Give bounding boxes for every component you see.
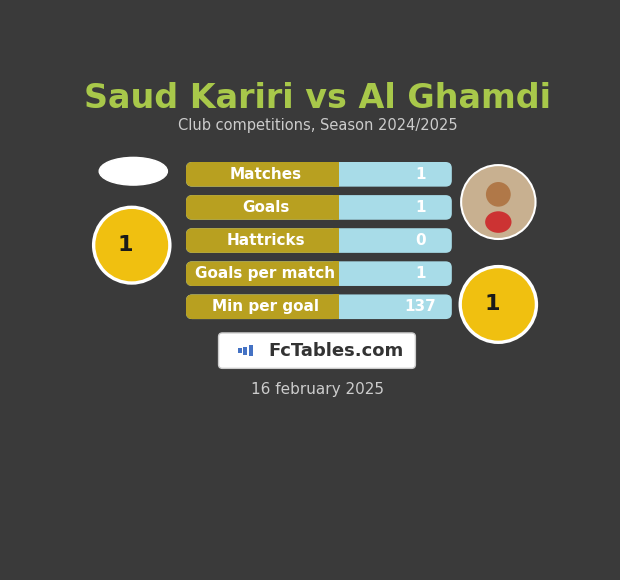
FancyBboxPatch shape xyxy=(186,195,452,220)
Circle shape xyxy=(95,209,168,281)
Text: 1: 1 xyxy=(415,200,425,215)
FancyBboxPatch shape xyxy=(186,295,339,319)
FancyBboxPatch shape xyxy=(333,195,339,220)
FancyBboxPatch shape xyxy=(186,262,339,286)
FancyBboxPatch shape xyxy=(333,262,339,286)
FancyBboxPatch shape xyxy=(186,228,339,253)
FancyBboxPatch shape xyxy=(219,333,415,368)
Text: Club competitions, Season 2024/2025: Club competitions, Season 2024/2025 xyxy=(178,118,458,133)
Text: Hattricks: Hattricks xyxy=(226,233,305,248)
Text: 1: 1 xyxy=(118,235,133,255)
Text: 1: 1 xyxy=(415,167,425,182)
FancyBboxPatch shape xyxy=(249,345,253,357)
Text: Matches: Matches xyxy=(229,167,301,182)
Text: 0: 0 xyxy=(415,233,425,248)
Text: Min per goal: Min per goal xyxy=(212,299,319,314)
FancyBboxPatch shape xyxy=(243,347,247,354)
Text: 16 february 2025: 16 february 2025 xyxy=(251,382,384,397)
Text: 1: 1 xyxy=(415,266,425,281)
FancyBboxPatch shape xyxy=(238,349,242,353)
FancyBboxPatch shape xyxy=(186,262,452,286)
Circle shape xyxy=(486,182,511,206)
Text: FcTables.com: FcTables.com xyxy=(268,342,404,360)
FancyBboxPatch shape xyxy=(186,162,452,187)
Text: 1: 1 xyxy=(484,295,500,314)
Ellipse shape xyxy=(485,211,512,233)
FancyBboxPatch shape xyxy=(333,162,339,187)
Ellipse shape xyxy=(99,157,167,185)
Text: Saud Kariri vs Al Ghamdi: Saud Kariri vs Al Ghamdi xyxy=(84,82,551,115)
Circle shape xyxy=(459,266,537,343)
FancyBboxPatch shape xyxy=(333,295,339,319)
Circle shape xyxy=(93,206,170,284)
Text: Goals per match: Goals per match xyxy=(195,266,335,281)
FancyBboxPatch shape xyxy=(186,195,339,220)
FancyBboxPatch shape xyxy=(186,295,452,319)
FancyBboxPatch shape xyxy=(186,162,339,187)
FancyBboxPatch shape xyxy=(333,228,339,253)
Circle shape xyxy=(462,269,534,340)
Circle shape xyxy=(461,165,536,239)
FancyBboxPatch shape xyxy=(186,228,452,253)
Text: 137: 137 xyxy=(404,299,436,314)
Text: Goals: Goals xyxy=(242,200,289,215)
